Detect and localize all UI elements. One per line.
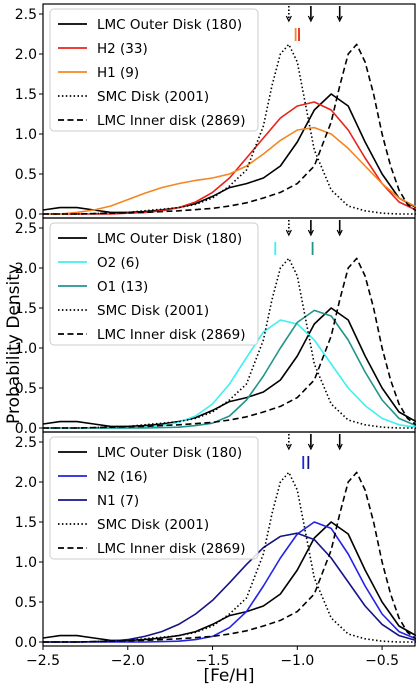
y-tick-label: 2.5	[15, 221, 37, 237]
arrow-head	[336, 15, 343, 23]
arrow-head	[336, 229, 343, 237]
x-tick-label: −0.5	[365, 653, 399, 669]
legend-box	[49, 436, 259, 560]
arrow-head	[307, 229, 314, 237]
legend-label: N1 (7)	[97, 493, 139, 509]
arrow-head	[336, 443, 343, 451]
legend-box	[49, 222, 259, 346]
series-line	[43, 521, 416, 642]
legend-label: SMC Disk (2001)	[97, 303, 209, 319]
y-tick-label: 0.0	[15, 421, 37, 437]
series-group	[43, 471, 416, 643]
legend-label: O1 (13)	[97, 279, 148, 295]
series-line	[43, 257, 416, 429]
series-line	[43, 257, 416, 429]
series-line	[43, 43, 416, 215]
arrow-head	[307, 443, 314, 451]
y-tick-label: 2.0	[15, 475, 37, 491]
series-group	[43, 43, 416, 215]
y-tick-label: 1.0	[15, 341, 37, 357]
legend-label: LMC Inner disk (2869)	[97, 327, 245, 343]
legend-label: LMC Outer Disk (180)	[97, 231, 242, 247]
series-line	[43, 532, 416, 643]
series-line	[43, 521, 416, 643]
panel-3: 0.0 0.5 1.0 1.5 2.0 2.5 −2.5 −2.0 −1.5 −1.0 −0.5 LM…	[15, 431, 416, 669]
legend-label: SMC Disk (2001)	[97, 517, 209, 533]
arrow-head	[285, 443, 292, 451]
panel-1: 0.0 0.5 1.0 1.5 2.0 2.5 LMC Outer Disk (180) H2…	[15, 3, 416, 223]
series-group	[43, 257, 416, 429]
y-tick-label: 1.0	[15, 555, 37, 571]
legend-label: LMC Inner disk (2869)	[97, 113, 245, 129]
y-tick-label: 2.5	[15, 7, 37, 23]
legend-box	[49, 8, 259, 132]
x-tick-label: −2.5	[26, 653, 60, 669]
legend-label: LMC Inner disk (2869)	[97, 541, 245, 557]
x-tick-label: −1.0	[280, 653, 314, 669]
y-tick-label: 1.5	[15, 515, 37, 531]
arrow-head	[285, 229, 292, 237]
x-tick-label: −2.0	[111, 653, 145, 669]
y-tick-label: 0.0	[15, 635, 37, 651]
legend-label: H2 (33)	[97, 41, 148, 57]
y-tick-label: 1.5	[15, 301, 37, 317]
legend-label: LMC Outer Disk (180)	[97, 17, 242, 33]
legend-label: H1 (9)	[97, 65, 139, 81]
series-line	[43, 471, 416, 643]
y-tick-label: 0.5	[15, 167, 37, 183]
series-line	[43, 471, 416, 643]
series-line	[43, 93, 416, 214]
y-tick-label: 1.5	[15, 87, 37, 103]
series-line	[43, 309, 416, 429]
series-line	[43, 307, 416, 428]
y-tick-label: 2.0	[15, 261, 37, 277]
y-axis-label: Probability Density	[4, 264, 24, 424]
y-tick-label: 0.5	[15, 595, 37, 611]
x-tick-label: −1.5	[196, 653, 230, 669]
arrow-head	[285, 15, 292, 23]
y-tick-label: 0.5	[15, 381, 37, 397]
x-axis-label: [Fe/H]	[203, 666, 254, 686]
y-tick-label: 2.0	[15, 47, 37, 63]
y-tick-label: 1.0	[15, 127, 37, 143]
legend-label: LMC Outer Disk (180)	[97, 445, 242, 461]
axes-frame	[42, 431, 416, 647]
series-line	[43, 43, 416, 215]
legend-label: O2 (6)	[97, 255, 140, 271]
legend-label: SMC Disk (2001)	[97, 89, 209, 105]
y-tick-label: 2.5	[15, 435, 37, 451]
panel-2: 0.0 0.5 1.0 1.5 2.0 2.5 LMC Outer Disk (180) O2…	[15, 217, 416, 437]
arrow-head	[307, 15, 314, 23]
series-line	[43, 126, 416, 215]
panels: 0.0 0.5 1.0 1.5 2.0 2.5 LMC Outer Disk (180) H2…	[15, 3, 416, 669]
legend-label: N2 (16)	[97, 469, 148, 485]
y-tick-label: 0.0	[15, 207, 37, 223]
